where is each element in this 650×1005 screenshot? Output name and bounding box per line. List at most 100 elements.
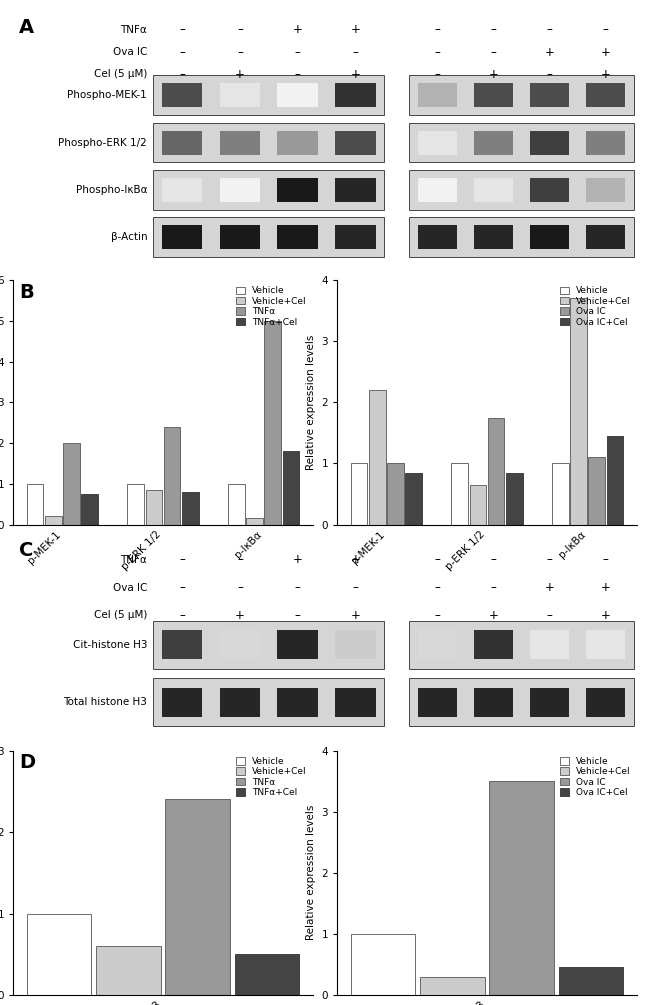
Bar bbox=[570, 298, 587, 525]
Y-axis label: Relative expression levels: Relative expression levels bbox=[306, 805, 316, 941]
Bar bbox=[335, 225, 376, 249]
Bar bbox=[335, 83, 376, 108]
Bar bbox=[220, 630, 260, 659]
Bar bbox=[418, 630, 457, 659]
Bar bbox=[45, 517, 62, 525]
Text: –: – bbox=[237, 581, 243, 594]
Text: D: D bbox=[20, 753, 35, 772]
Text: –: – bbox=[434, 23, 440, 36]
Text: –: – bbox=[237, 554, 243, 567]
Bar bbox=[410, 75, 634, 116]
Text: Phospho-MEK-1: Phospho-MEK-1 bbox=[68, 90, 147, 101]
Bar bbox=[530, 131, 569, 155]
Bar bbox=[418, 178, 457, 202]
Bar bbox=[469, 484, 486, 525]
Bar bbox=[586, 83, 625, 108]
Text: –: – bbox=[179, 554, 185, 567]
Bar bbox=[451, 463, 468, 525]
Text: +: + bbox=[601, 45, 611, 58]
Bar bbox=[530, 83, 569, 108]
Legend: Vehicle, Vehicle+Cel, TNFα, TNFα+Cel: Vehicle, Vehicle+Cel, TNFα, TNFα+Cel bbox=[234, 755, 309, 799]
Bar bbox=[410, 678, 634, 727]
Text: –: – bbox=[547, 609, 552, 622]
Text: –: – bbox=[603, 23, 609, 36]
Text: –: – bbox=[434, 45, 440, 58]
Bar bbox=[410, 123, 634, 163]
Text: –: – bbox=[179, 581, 185, 594]
Text: +: + bbox=[350, 23, 360, 36]
Bar bbox=[586, 687, 625, 717]
Text: –: – bbox=[179, 67, 185, 80]
Text: +: + bbox=[292, 554, 303, 567]
Bar bbox=[474, 131, 513, 155]
Text: C: C bbox=[20, 541, 34, 560]
Bar bbox=[63, 443, 80, 525]
Bar bbox=[278, 225, 318, 249]
Text: +: + bbox=[489, 67, 499, 80]
Bar bbox=[164, 427, 181, 525]
Text: –: – bbox=[434, 609, 440, 622]
Bar bbox=[162, 178, 202, 202]
Bar bbox=[552, 463, 569, 525]
Bar bbox=[162, 83, 202, 108]
Text: +: + bbox=[545, 581, 554, 594]
Text: –: – bbox=[491, 23, 497, 36]
Bar bbox=[530, 178, 569, 202]
Text: –: – bbox=[434, 581, 440, 594]
Bar bbox=[278, 83, 318, 108]
Text: –: – bbox=[294, 581, 301, 594]
Text: Total histone H3: Total histone H3 bbox=[63, 697, 147, 708]
Bar bbox=[278, 131, 318, 155]
Legend: Vehicle, Vehicle+Cel, TNFα, TNFα+Cel: Vehicle, Vehicle+Cel, TNFα, TNFα+Cel bbox=[234, 284, 309, 329]
Text: Ova IC: Ova IC bbox=[113, 583, 147, 593]
Text: –: – bbox=[294, 45, 301, 58]
Text: –: – bbox=[491, 554, 497, 567]
Bar bbox=[405, 472, 422, 525]
Bar bbox=[278, 687, 318, 717]
Bar bbox=[220, 687, 260, 717]
Bar bbox=[418, 225, 457, 249]
Bar bbox=[153, 170, 384, 210]
Bar bbox=[606, 436, 623, 525]
Bar bbox=[153, 678, 384, 727]
Text: –: – bbox=[294, 609, 301, 622]
Text: +: + bbox=[350, 609, 360, 622]
Text: –: – bbox=[179, 609, 185, 622]
Bar bbox=[220, 83, 260, 108]
Bar bbox=[127, 483, 144, 525]
Bar bbox=[335, 687, 376, 717]
Text: A: A bbox=[20, 18, 34, 37]
Bar bbox=[350, 463, 367, 525]
Text: Cit-histone H3: Cit-histone H3 bbox=[73, 640, 147, 650]
Text: –: – bbox=[434, 554, 440, 567]
Text: B: B bbox=[20, 282, 34, 302]
Bar bbox=[265, 321, 281, 525]
Bar bbox=[335, 131, 376, 155]
Bar bbox=[586, 225, 625, 249]
Text: +: + bbox=[350, 67, 360, 80]
Text: +: + bbox=[601, 609, 611, 622]
Text: β-Actin: β-Actin bbox=[111, 232, 147, 242]
Text: –: – bbox=[491, 581, 497, 594]
Text: –: – bbox=[547, 23, 552, 36]
Y-axis label: Relative expression levels: Relative expression levels bbox=[306, 335, 316, 470]
Bar bbox=[335, 178, 376, 202]
Text: –: – bbox=[603, 554, 609, 567]
Text: –: – bbox=[179, 45, 185, 58]
Bar bbox=[246, 519, 263, 525]
Text: +: + bbox=[489, 609, 499, 622]
Text: Phospho-IκBα: Phospho-IκBα bbox=[75, 185, 147, 195]
Bar bbox=[410, 170, 634, 210]
Text: –: – bbox=[294, 67, 301, 80]
Text: –: – bbox=[237, 45, 243, 58]
Text: –: – bbox=[237, 23, 243, 36]
Bar bbox=[283, 451, 300, 525]
Bar bbox=[474, 178, 513, 202]
Bar bbox=[506, 472, 523, 525]
Text: Cel (5 μM): Cel (5 μM) bbox=[94, 610, 147, 620]
Bar bbox=[220, 131, 260, 155]
Text: Cel (5 μM): Cel (5 μM) bbox=[94, 69, 147, 79]
Bar bbox=[146, 489, 162, 525]
Bar bbox=[586, 131, 625, 155]
Bar bbox=[588, 457, 605, 525]
